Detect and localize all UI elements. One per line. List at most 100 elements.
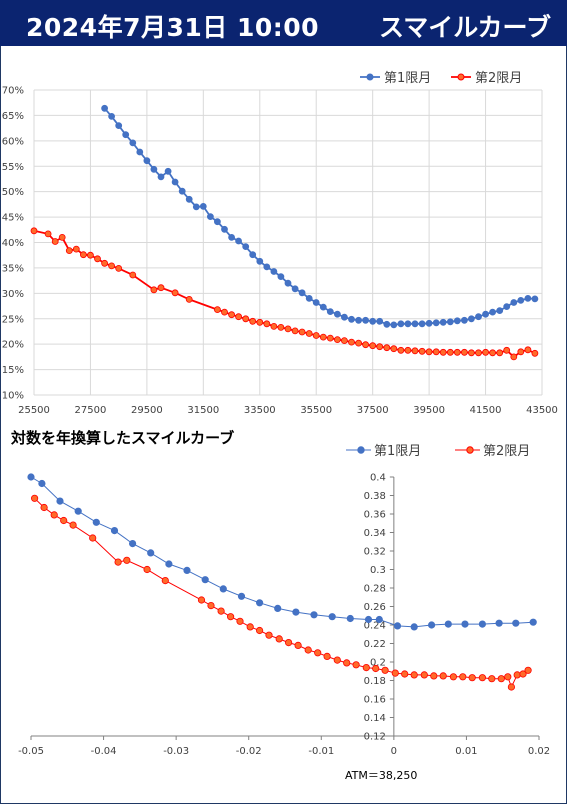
data-point-series-2 [246,623,254,631]
data-point-series-2 [381,666,389,674]
header-datetime: 2024年7月31日 10:00 [26,13,320,42]
data-point-series-2 [446,348,454,356]
data-point-series-1 [185,195,193,203]
data-point-series-1 [326,308,334,316]
data-point-series-1 [362,316,370,324]
data-point-series-1 [221,225,228,233]
y-tick-label: 10% [2,391,24,402]
data-point-series-1 [369,317,377,325]
data-point-series-2 [242,315,250,323]
data-point-series-1 [496,307,504,315]
y-tick-label: 0.14 [364,713,386,724]
data-point-series-2 [65,247,73,255]
data-point-series-2 [236,617,244,625]
data-point-series-1 [292,608,300,616]
data-point-series-2 [482,348,490,356]
data-point-series-2 [504,673,512,681]
data-point-series-2 [249,317,257,325]
data-point-series-1 [199,202,207,210]
data-point-series-2 [362,341,370,349]
data-point-series-2 [89,534,97,542]
data-point-series-2 [453,348,461,356]
data-point-series-1 [274,604,282,612]
data-point-series-2 [30,494,39,502]
y-tick-label: 45% [2,213,24,224]
y-tick-label: 35% [2,263,24,274]
data-point-series-2 [496,349,504,357]
data-point-series-2 [459,673,467,681]
y-tick-label: 30% [2,289,24,300]
data-point-series-2 [319,333,327,341]
data-point-series-2 [291,327,299,335]
y-tick-label: 0.3 [370,565,386,576]
x-tick-label: 33500 [244,405,276,416]
data-point-series-2 [270,322,278,330]
y-tick-label: 50% [2,187,24,198]
legend-marker-2 [466,446,474,454]
atm-annotation: ATM＝38,250 [345,769,417,782]
data-point-series-2 [312,332,320,339]
x-tick-label: 27500 [75,405,107,416]
data-point-series-1 [348,315,355,323]
y-tick-label: 55% [2,162,24,173]
data-point-series-1 [529,618,537,626]
data-point-series-2 [401,670,409,678]
y-tick-label: 25% [2,314,24,325]
y-tick-label: 65% [2,111,24,122]
data-point-series-1 [178,187,186,195]
data-point-series-1 [242,243,250,251]
data-point-series-2 [507,683,515,691]
data-point-series-2 [275,635,283,643]
x-tick-label: 39500 [413,405,445,416]
data-point-series-2 [524,346,532,354]
data-point-series-1 [192,203,200,211]
y-tick-label: 70% [2,86,24,97]
x-tick-label: 31500 [187,405,219,416]
data-point-series-2 [50,511,58,519]
data-point-series-2 [123,556,131,564]
data-point-series-1 [461,620,469,628]
data-point-series-1 [277,273,285,281]
data-point-series-1 [439,318,447,326]
data-point-series-1 [383,320,391,328]
data-point-series-2 [517,348,525,356]
data-point-series-2 [340,337,348,345]
header-title: スマイルカーブ [379,13,552,42]
legend-label-1: 第1限月 [384,71,431,86]
data-point-series-1 [171,178,179,186]
data-point-series-1 [495,619,503,627]
data-point-series-2 [217,607,225,615]
data-point-series-1 [206,213,214,221]
data-point-series-2 [425,348,433,356]
data-point-series-2 [390,345,398,353]
x-tick-label: 43500 [526,405,558,416]
x-tick-label: 37500 [357,405,389,416]
data-point-series-1 [310,611,318,619]
data-point-series-1 [183,566,191,574]
data-point-series-2 [265,631,273,639]
data-point-series-1 [110,527,119,535]
data-point-series-1 [237,592,246,600]
legend-label-1: 第1限月 [374,444,421,459]
data-point-series-2 [228,311,236,319]
data-point-series-2 [40,503,48,512]
data-point-series-2 [397,346,405,354]
data-point-series-2 [432,348,440,356]
chart-title: 対数を年換算したスマイルカーブ [10,429,234,447]
data-point-series-1 [150,165,158,173]
x-tick-label: 41500 [470,405,502,416]
data-point-series-2 [372,664,380,673]
y-tick-label: 0.2 [370,658,386,669]
data-point-series-1 [219,585,227,593]
data-point-series-2 [108,262,115,270]
data-point-series-2 [418,347,426,355]
data-point-series-2 [115,264,123,272]
y-tick-label: 60% [2,136,24,147]
data-point-series-1 [291,285,299,293]
data-point-series-1 [512,619,520,627]
data-point-series-1 [346,614,354,623]
data-point-series-1 [531,295,539,303]
data-point-series-2 [298,328,306,336]
data-point-series-1 [164,167,172,175]
series-line-1 [30,476,534,628]
